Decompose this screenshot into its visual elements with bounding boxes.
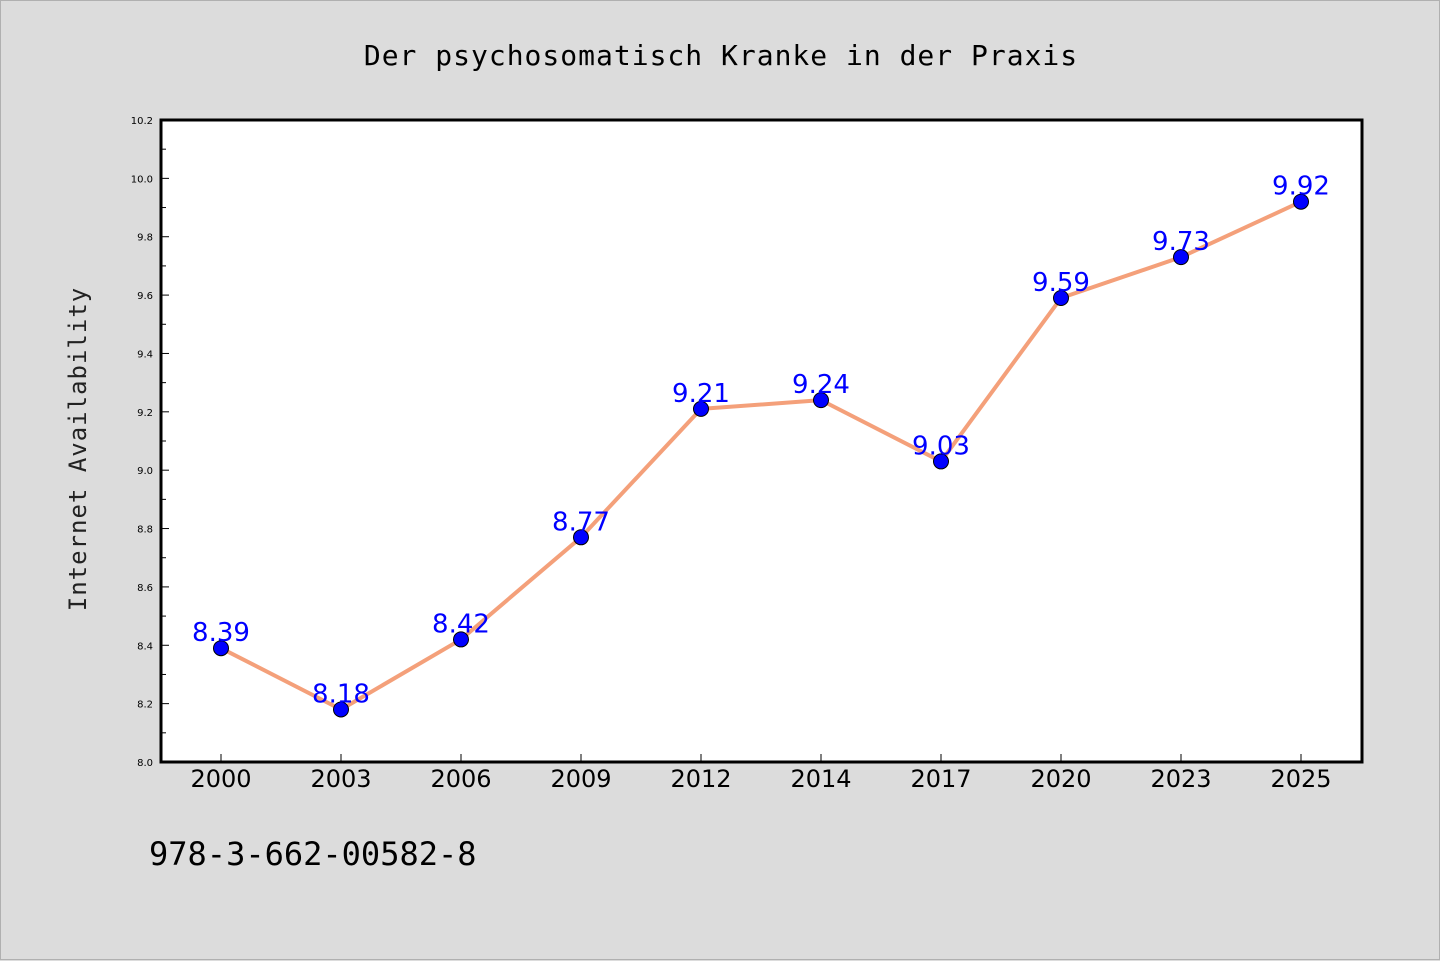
data-point [573, 529, 589, 546]
data-label: 8.39 [192, 618, 250, 648]
x-tick-label: 2020 [1030, 765, 1091, 793]
data-point [333, 701, 349, 718]
x-tick-label: 2009 [550, 765, 611, 793]
data-point [693, 400, 709, 417]
data-point [1293, 193, 1309, 210]
x-tick-label: 2023 [1150, 765, 1211, 793]
series-line [220, 199, 1302, 712]
y-tick-label: 8.0 [137, 758, 153, 769]
data-label: 9.92 [1272, 172, 1330, 202]
data-point [453, 631, 469, 648]
data-points [213, 193, 1309, 718]
data-point [813, 392, 829, 409]
isbn-text: 978-3-662-00582-8 [149, 835, 477, 873]
data-point [1173, 249, 1189, 266]
data-label: 9.21 [672, 379, 730, 409]
y-tick-label: 10.0 [131, 174, 153, 185]
data-label: 8.42 [432, 609, 490, 639]
x-tick-label: 2006 [430, 765, 491, 793]
data-point [933, 453, 949, 470]
plot-area [159, 118, 1364, 764]
y-tick-label: 9.0 [137, 466, 153, 477]
y-tick-label: 8.6 [137, 583, 153, 594]
y-axis-label: Internet Availability [64, 287, 92, 611]
x-axis-ticks: 2000 2003 2006 2009 2012 2014 2017 2020 2023 2025 [190, 754, 1332, 793]
y-tick-label: 9.2 [137, 408, 153, 419]
x-tick-label: 2003 [310, 765, 371, 793]
y-tick-label: 10.2 [131, 116, 153, 127]
y-tick-label: 9.4 [137, 349, 153, 360]
data-label: 8.18 [312, 679, 370, 709]
x-tick-label: 2014 [790, 765, 851, 793]
y-tick-label: 8.4 [137, 641, 153, 652]
series-line-layer [220, 199, 1302, 712]
data-label: 8.77 [552, 507, 610, 537]
x-tick-label: 2012 [670, 765, 731, 793]
data-point [1053, 290, 1069, 307]
y-axis-ticks: 8.0 8.2 8.4 8.6 8.8 9.0 9.2 9.4 9.6 9.8 10.0 10.2 [131, 116, 169, 769]
x-tick-label: 2025 [1270, 765, 1331, 793]
data-label: 9.73 [1152, 227, 1210, 257]
x-tick-label: 2017 [910, 765, 971, 793]
data-label: 9.03 [912, 431, 970, 461]
chart-title: Der psychosomatisch Kranke in der Praxis [364, 39, 1078, 72]
data-labels: 8.39 8.18 8.42 8.77 9.21 9.24 9.03 9.59 9.73 9.92 [192, 172, 1330, 710]
y-tick-label: 8.2 [137, 700, 153, 711]
y-tick-label: 8.8 [137, 525, 153, 536]
data-label: 9.24 [792, 370, 850, 400]
data-point [213, 640, 229, 657]
y-tick-label: 9.6 [137, 291, 153, 302]
y-tick-label: 9.8 [137, 233, 153, 244]
data-label: 9.59 [1032, 268, 1090, 298]
x-tick-label: 2000 [190, 765, 251, 793]
